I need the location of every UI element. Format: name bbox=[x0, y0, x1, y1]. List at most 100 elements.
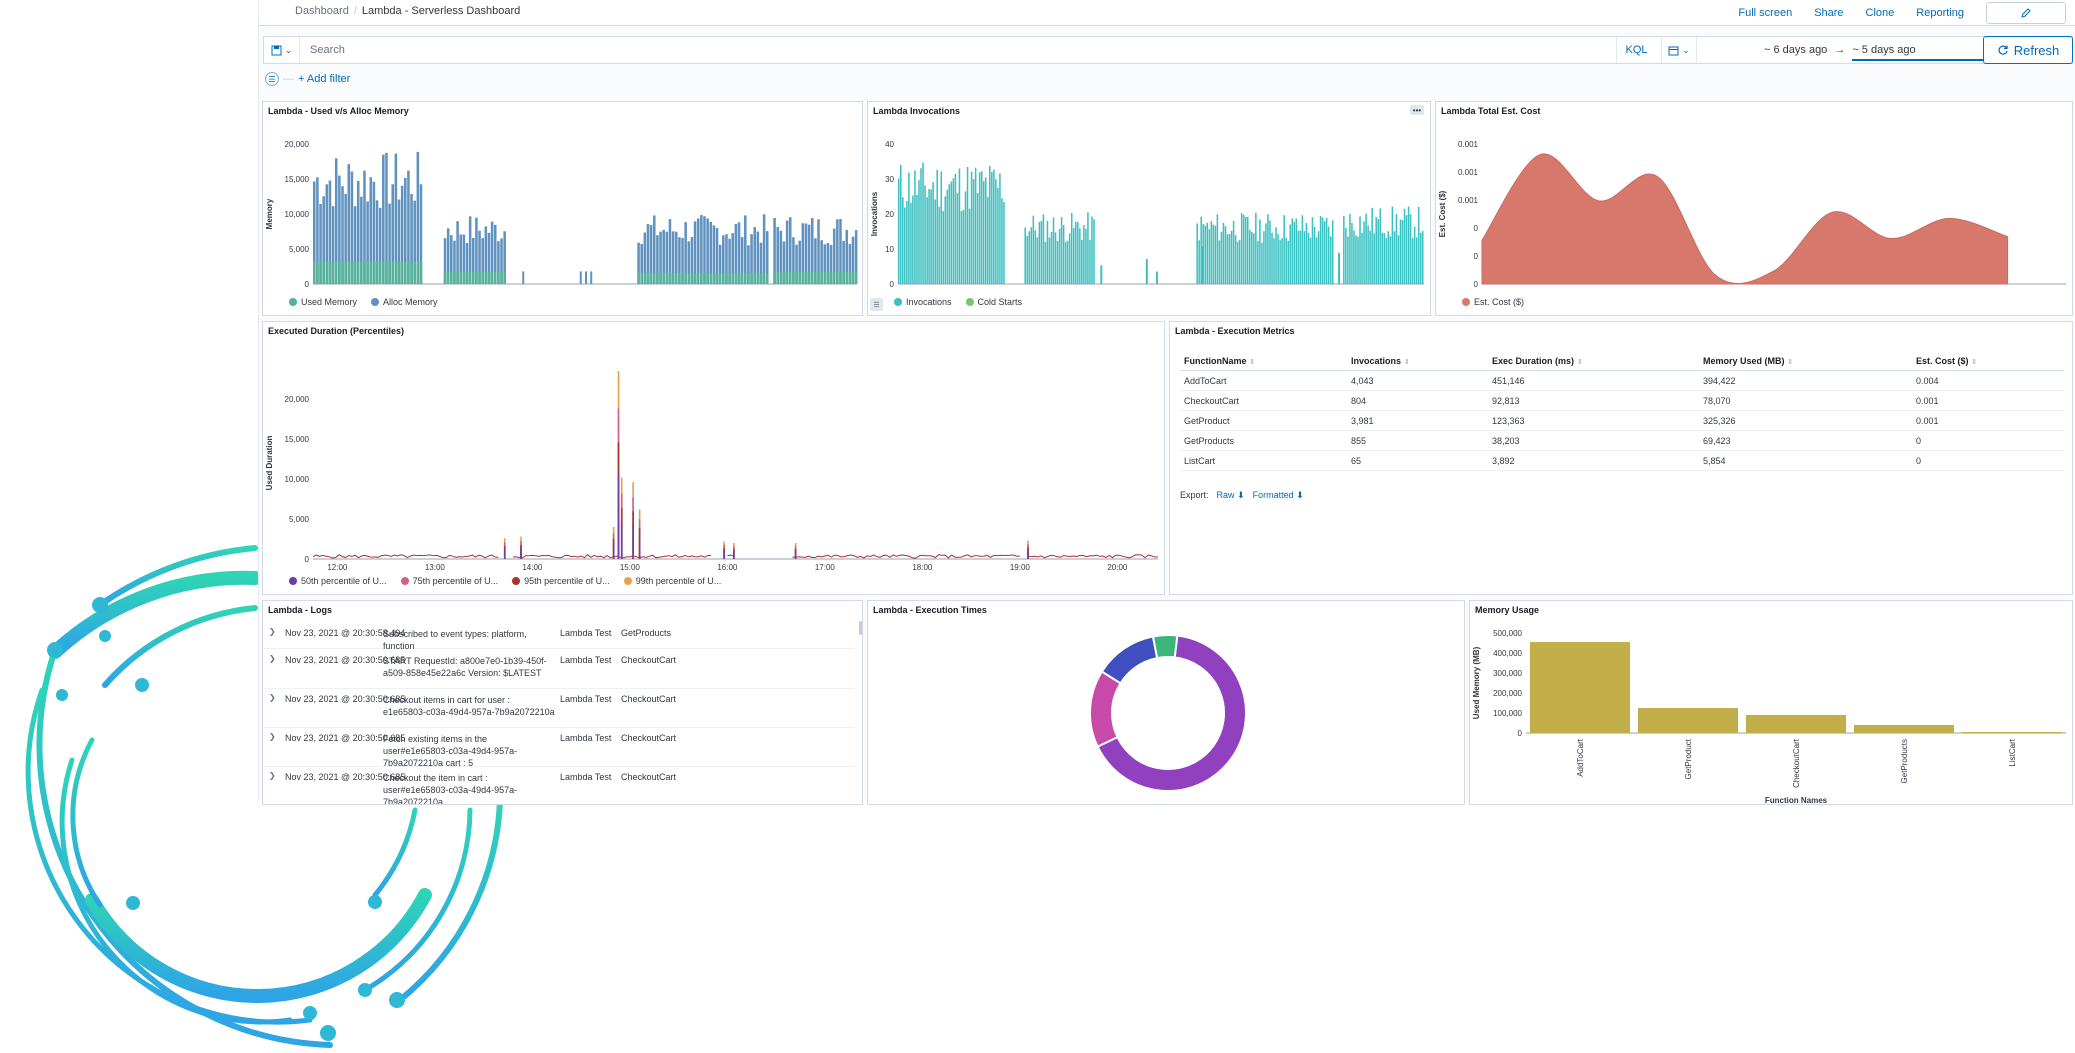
legend-item[interactable]: 99th percentile of U... bbox=[623, 576, 722, 586]
search-input[interactable] bbox=[306, 37, 1546, 63]
legend-item[interactable]: Est. Cost ($) bbox=[1462, 297, 1524, 307]
alloc-memory-bar bbox=[718, 244, 722, 284]
panel-title: Lambda - Logs bbox=[268, 605, 333, 615]
y-tick-label: 0 bbox=[1474, 280, 1479, 289]
time-from[interactable]: ~ 6 days ago bbox=[1764, 44, 1828, 56]
alloc-memory-bar bbox=[665, 231, 669, 284]
legend-swatch bbox=[371, 298, 380, 306]
alloc-memory-bar bbox=[360, 196, 363, 284]
expand-chevron-icon[interactable]: ❯ bbox=[269, 654, 276, 663]
alloc-memory-bar bbox=[668, 219, 672, 284]
legend-toggle-button[interactable]: ☰ bbox=[870, 298, 883, 311]
breadcrumb-current: Lambda - Serverless Dashboard bbox=[361, 5, 521, 17]
alloc-memory-bar bbox=[762, 214, 766, 284]
column-header[interactable]: Memory Used (MB) ⇕ bbox=[1699, 352, 1912, 371]
log-row[interactable]: ❯ Nov 23, 2021 @ 20:30:50.685 Checkout i… bbox=[263, 689, 855, 728]
invocations-bar bbox=[1415, 237, 1418, 284]
log-row[interactable]: ❯ Nov 23, 2021 @ 20:30:50.685 Fetch exis… bbox=[263, 728, 855, 768]
expand-chevron-icon[interactable]: ❯ bbox=[269, 771, 276, 780]
column-header[interactable]: Exec Duration (ms) ⇕ bbox=[1488, 352, 1699, 371]
column-header[interactable]: Invocations ⇕ bbox=[1347, 352, 1488, 371]
alloc-memory-bar bbox=[325, 184, 329, 284]
legend-item[interactable]: 75th percentile of U... bbox=[400, 576, 498, 586]
used-memory-bar bbox=[798, 272, 801, 284]
expand-chevron-icon[interactable]: ❯ bbox=[269, 627, 276, 636]
invocations-bar bbox=[1413, 226, 1416, 284]
used-memory-bar bbox=[722, 272, 725, 284]
invocations-bar bbox=[1365, 213, 1367, 284]
invocations-bar bbox=[904, 207, 906, 284]
alloc-memory-bar bbox=[472, 237, 475, 284]
column-header[interactable]: FunctionName ⇕ bbox=[1180, 352, 1347, 371]
logs-scrollbar[interactable] bbox=[859, 621, 862, 635]
used-memory-bar bbox=[325, 261, 329, 284]
alloc-memory-bar bbox=[478, 230, 481, 284]
saved-query-button[interactable]: ⌄ bbox=[264, 37, 300, 63]
used-memory-bar bbox=[765, 272, 769, 284]
breadcrumb-root[interactable]: Dashboard bbox=[295, 5, 349, 17]
invocations-bar bbox=[1003, 202, 1005, 284]
panel-options-button[interactable]: ••• bbox=[1410, 105, 1424, 115]
invocations-bar bbox=[1363, 221, 1365, 284]
invocations-bar bbox=[970, 171, 973, 284]
legend-label: 99th percentile of U... bbox=[635, 576, 722, 586]
invocations-bar bbox=[1405, 215, 1408, 284]
invocations-bar bbox=[1083, 224, 1085, 284]
x-tick-label: 2021-11-23 20:00 bbox=[1976, 288, 2039, 289]
chevron-down-icon: ⌄ bbox=[284, 44, 293, 55]
x-tick-label: 16:00 bbox=[1146, 288, 1167, 289]
alloc-memory-bar bbox=[394, 153, 398, 284]
legend-item[interactable]: Invocations bbox=[894, 297, 952, 307]
filter-options-icon[interactable]: ☰ bbox=[265, 72, 279, 86]
invocations-bar bbox=[1206, 222, 1209, 284]
invocations-bar bbox=[1261, 242, 1263, 284]
log-row[interactable]: ❯ Nov 23, 2021 @ 20:30:50.685 Checkout t… bbox=[263, 767, 855, 804]
log-row[interactable]: ❯ Nov 23, 2021 @ 20:30:50.685 START Requ… bbox=[263, 650, 855, 689]
x-tick-label: 12:00 bbox=[327, 563, 348, 572]
date-quick-menu[interactable]: ⌄ bbox=[1661, 37, 1697, 63]
alloc-memory-bar bbox=[363, 170, 366, 284]
invocations-bar bbox=[1329, 236, 1332, 284]
used-memory-bar bbox=[394, 261, 398, 284]
used-memory-bar bbox=[388, 261, 391, 284]
invocations-bar bbox=[1054, 232, 1057, 284]
alloc-memory-bar bbox=[737, 222, 741, 284]
reporting-link[interactable]: Reporting bbox=[1916, 7, 1964, 19]
panel-title: Lambda Total Est. Cost bbox=[1441, 106, 1541, 116]
clone-link[interactable]: Clone bbox=[1865, 7, 1895, 19]
used-memory-bar bbox=[646, 272, 650, 284]
y-tick-label: 15,000 bbox=[285, 435, 310, 444]
legend-item[interactable]: Used Memory bbox=[289, 297, 357, 307]
invocations-bar bbox=[1026, 236, 1028, 284]
share-link[interactable]: Share bbox=[1814, 7, 1844, 19]
kql-toggle[interactable]: KQL bbox=[1616, 37, 1656, 63]
legend-item[interactable]: 50th percentile of U... bbox=[289, 576, 387, 586]
legend-item[interactable]: Alloc Memory bbox=[371, 297, 438, 307]
used-memory-bar bbox=[665, 272, 669, 284]
table-row: ListCart 65 3,892 5,854 0 bbox=[1180, 450, 2064, 471]
alloc-memory-bar bbox=[782, 241, 786, 284]
add-filter-link[interactable]: + Add filter bbox=[298, 73, 351, 85]
alloc-memory-bar bbox=[407, 170, 410, 284]
alloc-memory-bar bbox=[637, 242, 640, 284]
column-header[interactable]: Est. Cost ($) ⇕ bbox=[1912, 352, 2064, 371]
export-formatted-link[interactable]: Formatted ⬇ bbox=[1253, 490, 1304, 501]
invocations-bar bbox=[1293, 221, 1296, 284]
expand-chevron-icon[interactable]: ❯ bbox=[269, 732, 276, 741]
used-memory-bar bbox=[468, 272, 472, 284]
legend-item[interactable]: Cold Starts bbox=[965, 297, 1022, 307]
used-memory-bar bbox=[789, 272, 792, 284]
export-raw-link[interactable]: Raw ⬇ bbox=[1217, 490, 1245, 501]
alloc-memory-bar bbox=[366, 201, 369, 284]
refresh-button[interactable]: Refresh bbox=[1983, 36, 2073, 64]
invocations-bar bbox=[938, 206, 940, 284]
log-source: Lambda Test bbox=[560, 733, 612, 743]
full-screen-link[interactable]: Full screen bbox=[1738, 7, 1793, 19]
used-memory-bar bbox=[338, 261, 341, 284]
edit-button[interactable] bbox=[1986, 2, 2066, 24]
time-to[interactable]: ~ 5 days ago bbox=[1852, 40, 1993, 61]
expand-chevron-icon[interactable]: ❯ bbox=[269, 693, 276, 702]
invocations-bar bbox=[922, 162, 924, 284]
legend-item[interactable]: 95th percentile of U... bbox=[512, 576, 610, 586]
log-row[interactable]: ❯ Nov 23, 2021 @ 20:30:58.494 Subscribed… bbox=[263, 623, 855, 651]
